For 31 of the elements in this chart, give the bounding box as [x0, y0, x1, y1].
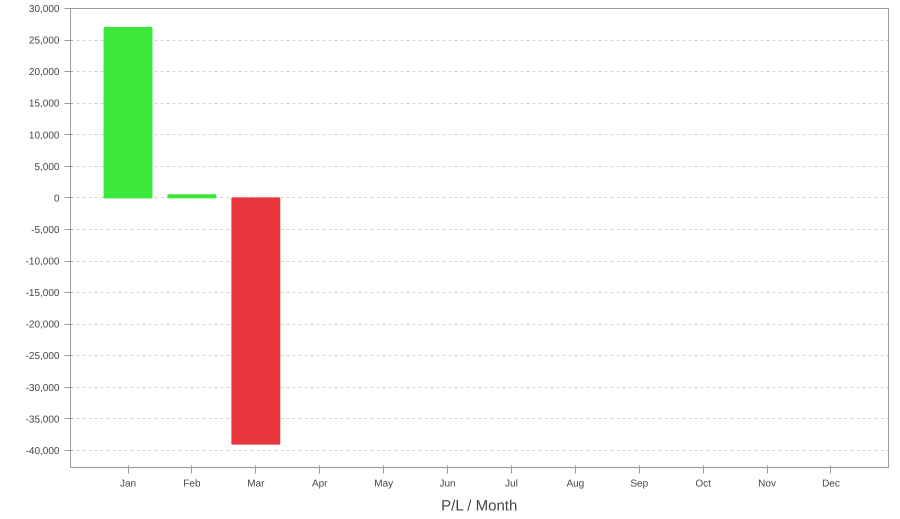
- y-tick-label: 5,000: [34, 162, 60, 173]
- y-tick-label: -5,000: [31, 224, 60, 236]
- y-tick-label: -30,000: [26, 382, 60, 394]
- bar: [104, 26, 152, 198]
- y-tick-label: -20,000: [26, 320, 60, 331]
- y-tick-label: 15,000: [28, 98, 60, 110]
- y-tick-label: 0: [54, 193, 60, 204]
- x-tick-label: Apr: [312, 478, 328, 490]
- x-tick-label: Dec: [822, 478, 840, 490]
- x-tick-label: Oct: [695, 478, 712, 490]
- y-tick-label: -35,000: [26, 414, 60, 426]
- y-tick-label: -25,000: [26, 351, 60, 362]
- x-tick-label: Aug: [566, 478, 584, 490]
- bar: [167, 194, 216, 198]
- x-tick-label: Jan: [120, 478, 136, 490]
- x-tick-label: Jul: [505, 478, 518, 490]
- x-tick-label: Feb: [183, 478, 201, 490]
- x-tick-label: May: [374, 478, 394, 490]
- y-tick-label: -10,000: [26, 256, 60, 268]
- y-tick-label: -15,000: [26, 288, 60, 300]
- y-tick-label: 25,000: [28, 36, 60, 47]
- x-tick-label: Mar: [247, 478, 266, 490]
- x-tick-label: Jun: [439, 478, 456, 490]
- y-tick-label: 30,000: [28, 4, 60, 15]
- x-tick-label: Sep: [630, 478, 649, 490]
- y-tick-label: 10,000: [28, 130, 60, 142]
- x-axis-title: P/L / Month: [441, 498, 518, 514]
- y-tick-label: -40,000: [26, 446, 60, 457]
- bar: [231, 197, 280, 445]
- y-tick-label: 20,000: [28, 67, 60, 78]
- x-tick-label: Nov: [758, 478, 776, 490]
